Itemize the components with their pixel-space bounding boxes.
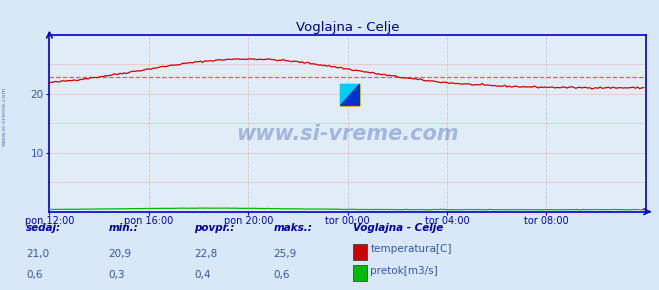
Text: maks.:: maks.: <box>273 222 312 233</box>
Text: 0,6: 0,6 <box>273 270 290 280</box>
Text: 22,8: 22,8 <box>194 249 217 259</box>
Text: Voglajna - Celje: Voglajna - Celje <box>353 222 443 233</box>
Text: 21,0: 21,0 <box>26 249 49 259</box>
Text: 0,3: 0,3 <box>109 270 125 280</box>
Bar <box>341 84 360 106</box>
Text: 0,4: 0,4 <box>194 270 211 280</box>
Text: 0,6: 0,6 <box>26 270 43 280</box>
Polygon shape <box>341 84 360 106</box>
Text: www.si-vreme.com: www.si-vreme.com <box>237 124 459 144</box>
Text: 20,9: 20,9 <box>109 249 132 259</box>
Text: 25,9: 25,9 <box>273 249 297 259</box>
Polygon shape <box>341 84 360 106</box>
Text: www.si-vreme.com: www.si-vreme.com <box>2 86 7 146</box>
Text: temperatura[C]: temperatura[C] <box>370 244 452 254</box>
Text: sedaj:: sedaj: <box>26 222 61 233</box>
Text: povpr.:: povpr.: <box>194 222 235 233</box>
Text: pretok[m3/s]: pretok[m3/s] <box>370 266 438 276</box>
Text: min.:: min.: <box>109 222 138 233</box>
Title: Voglajna - Celje: Voglajna - Celje <box>296 21 399 34</box>
Bar <box>353 244 367 260</box>
Bar <box>353 265 367 281</box>
